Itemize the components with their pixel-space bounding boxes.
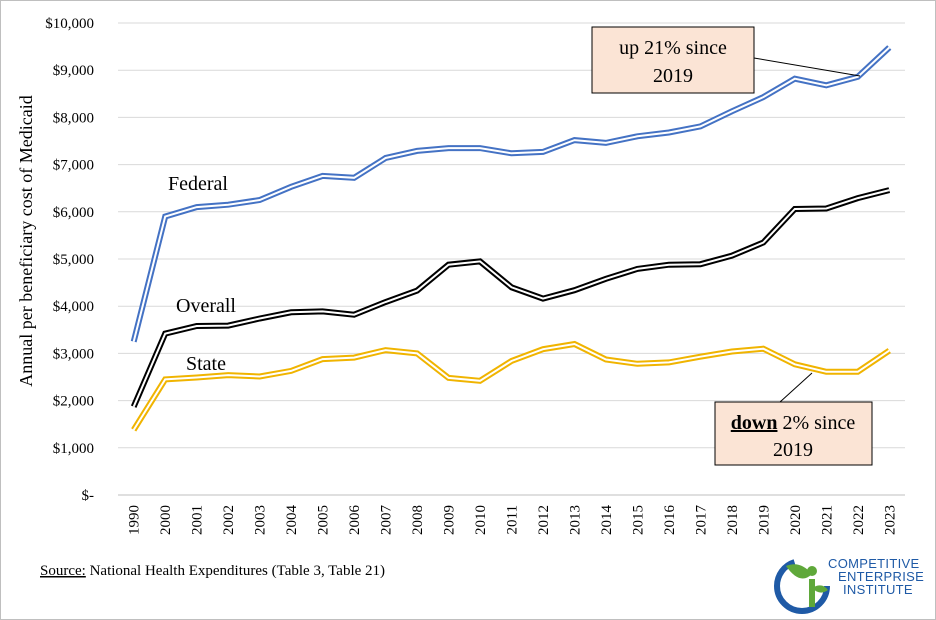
x-tick-label: 2011 [505, 505, 521, 534]
x-axis-ticks: 1990 2000 2001 2002 2003 2004 2005 2006 2007 2008… [127, 505, 899, 536]
source-text: National Health Expenditures (Table 3, T… [86, 563, 385, 579]
y-tick-label: $1,000 [53, 441, 94, 457]
x-tick-label: 2008 [410, 505, 426, 535]
source-note: Source: National Health Expenditures (Ta… [40, 563, 385, 579]
series-label-state: State [186, 353, 226, 375]
y-axis-label: Annual per beneficiary cost of Medicaid [16, 95, 36, 386]
y-tick-label: $9,000 [53, 63, 94, 79]
x-tick-label: 2009 [442, 505, 458, 535]
x-tick-label: 2003 [253, 505, 269, 535]
callout-state-rest: 2% since [777, 412, 855, 434]
series-lines [130, 45, 892, 432]
y-tick-label: $2,000 [53, 394, 94, 410]
x-tick-label: 2023 [882, 505, 898, 535]
y-tick-label: $10,000 [45, 16, 94, 32]
x-tick-label: 2013 [567, 505, 583, 535]
callout-state-box [714, 401, 873, 466]
series-line-state-inner [132, 342, 890, 431]
y-tick-label: $7,000 [53, 158, 94, 174]
callout-state-line1: down 2% since [731, 412, 856, 434]
x-tick-label: 2010 [473, 505, 489, 535]
x-tick-label: 2000 [158, 505, 174, 535]
logo-text-line1: COMPETITIVE [828, 556, 919, 571]
callout-federal-box [591, 26, 755, 94]
callout-federal-line1: up 21% since [619, 37, 727, 59]
x-tick-label: 2020 [788, 505, 804, 535]
x-tick-label: 2015 [630, 505, 646, 535]
y-tick-label: $- [82, 488, 95, 504]
logo-stem-icon [809, 579, 815, 607]
callout-federal-line2: 2019 [653, 65, 693, 87]
x-tick-label: 2001 [190, 505, 206, 535]
y-tick-label: $5,000 [53, 252, 94, 268]
x-tick-label: 2005 [316, 505, 332, 535]
series-line-federal-outer [130, 45, 892, 343]
y-tick-label: $4,000 [53, 299, 94, 315]
source-label: Source: [40, 563, 86, 579]
logo-text-line2: ENTERPRISE [838, 569, 924, 584]
logo-arm-icon [812, 585, 828, 593]
x-tick-label: 2006 [347, 505, 363, 536]
callout-state-line2: 2019 [773, 439, 813, 461]
x-tick-label: 1990 [127, 505, 143, 535]
series-line-federal-inner [132, 46, 890, 342]
x-tick-label: 2014 [599, 505, 615, 536]
series-line-overall-inner [132, 189, 890, 408]
logo-head-icon [807, 566, 817, 576]
x-tick-label: 2019 [756, 505, 772, 535]
logo-leaf-icon [786, 564, 812, 579]
logo-ring-icon [774, 558, 830, 614]
callout-federal-leader [753, 57, 861, 77]
x-tick-label: 2017 [693, 505, 709, 536]
callout-state-bold: down [731, 412, 778, 434]
y-tick-label: $3,000 [53, 346, 94, 362]
y-tick-label: $6,000 [53, 205, 94, 221]
x-tick-label: 2016 [662, 505, 678, 536]
x-tick-label: 2012 [536, 505, 552, 535]
cei-logo: COMPETITIVE ENTERPRISE INSTITUTE [774, 556, 924, 614]
x-tick-label: 2002 [221, 505, 237, 535]
x-tick-label: 2021 [819, 505, 835, 535]
logo-text-line3: INSTITUTE [843, 582, 913, 597]
x-tick-label: 2022 [851, 505, 867, 535]
x-tick-label: 2018 [725, 505, 741, 535]
y-tick-label: $8,000 [53, 110, 94, 126]
callout-state-leader [779, 372, 813, 403]
series-label-overall: Overall [176, 295, 236, 317]
y-axis-ticks: $- $1,000 $2,000 $3,000 $4,000 $5,000 $6,000 $7… [45, 16, 94, 504]
series-label-federal: Federal [168, 173, 228, 195]
x-tick-label: 2004 [284, 505, 300, 536]
x-tick-label: 2007 [379, 505, 395, 536]
